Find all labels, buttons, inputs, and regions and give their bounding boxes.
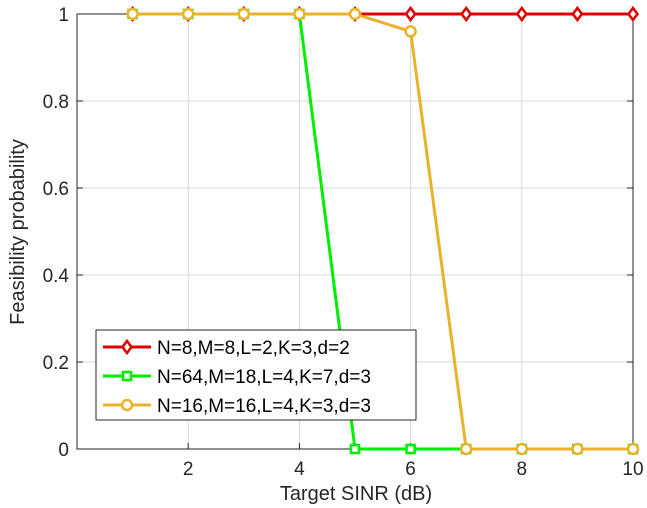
y-tick-label: 1 — [58, 5, 69, 26]
data-point-circle — [459, 442, 473, 456]
legend-marker-square — [121, 370, 133, 382]
data-point-circle — [181, 7, 195, 21]
x-tick-label: 4 — [294, 459, 305, 480]
data-point-circle — [515, 442, 529, 456]
data-point-diamond — [515, 5, 528, 23]
legend: N=8,M=8,L=2,K=3,d=2 N=64,M=18,L=4,K=7,d=3… — [95, 329, 417, 421]
y-axis-label: Feasibility probability — [7, 139, 29, 325]
data-point-square — [349, 443, 361, 455]
series-line — [132, 12, 633, 451]
data-point-circle — [348, 7, 362, 21]
series-3 — [126, 7, 640, 456]
legend-label: N=64,M=18,L=4,K=7,d=3 — [157, 367, 371, 388]
legend-marker-diamond — [120, 338, 134, 356]
y-tick-label: 0.6 — [43, 179, 69, 200]
legend-entry: N=64,M=18,L=4,K=7,d=3 — [103, 367, 371, 388]
y-tick-label: 0.4 — [43, 266, 70, 287]
data-point-circle — [293, 7, 306, 21]
x-axis-label: Target SINR (dB) — [280, 483, 432, 505]
data-point-diamond — [404, 5, 417, 23]
legend-label: N=8,M=8,L=2,K=3,d=2 — [157, 338, 350, 359]
x-tick-label: 8 — [517, 459, 528, 480]
tick-labels: 2 4 6 8 10 0 0.2 0.4 0.6 0.8 1 — [43, 5, 644, 480]
data-point-square — [405, 443, 416, 455]
x-tick-label: 10 — [622, 459, 643, 480]
data-point-circle — [571, 442, 584, 456]
data-point-circle — [404, 25, 417, 38]
data-point-circle — [126, 7, 139, 21]
x-tick-label: 2 — [183, 459, 194, 480]
data-point-diamond — [626, 5, 640, 23]
legend-entry: N=16,M=16,L=4,K=3,d=3 — [103, 396, 371, 417]
y-tick-label: 0 — [58, 440, 69, 461]
series-lines — [126, 5, 640, 456]
y-tick-label: 0.2 — [43, 353, 69, 374]
legend-marker-circle — [120, 398, 134, 412]
data-point-circle — [237, 7, 251, 21]
legend-entry: N=8,M=8,L=2,K=3,d=2 — [103, 338, 350, 359]
x-tick-label: 6 — [405, 459, 416, 480]
y-tick-label: 0.8 — [43, 92, 69, 113]
legend-label: N=16,M=16,L=4,K=3,d=3 — [157, 396, 371, 417]
data-point-circle — [626, 442, 640, 456]
data-point-diamond — [460, 5, 473, 23]
data-point-diamond — [571, 5, 584, 23]
